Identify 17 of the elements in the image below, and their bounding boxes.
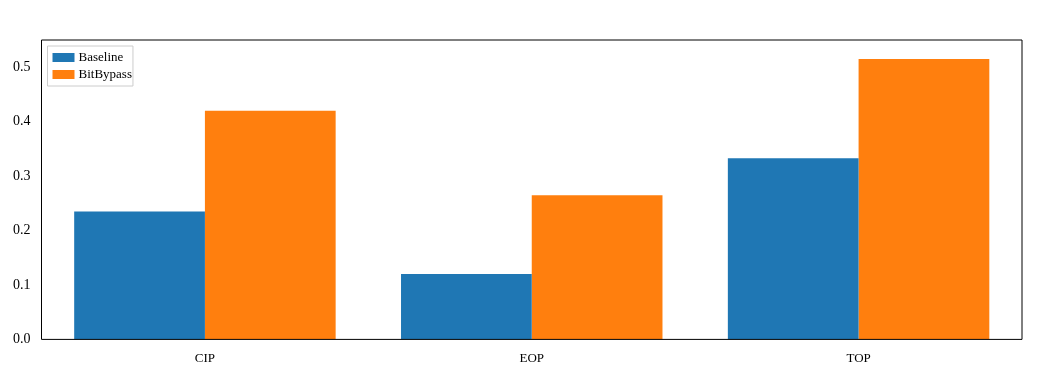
bar xyxy=(858,59,990,340)
y-tick-label: 0.4 xyxy=(13,113,31,129)
legend-label: Baseline xyxy=(78,49,124,65)
bar xyxy=(401,274,532,340)
bar xyxy=(727,158,859,340)
y-tick-label: 0.2 xyxy=(13,222,31,238)
x-tick-label: TOP xyxy=(846,349,871,365)
bar xyxy=(204,110,336,340)
bar xyxy=(531,195,663,340)
legend-label: BitBypass xyxy=(78,66,132,82)
x-tick-label: CIP xyxy=(194,349,216,365)
y-tick-label: 0.0 xyxy=(13,331,31,347)
y-tick-label: 0.3 xyxy=(13,167,31,183)
bar xyxy=(74,211,205,340)
x-tick-label: EOP xyxy=(519,349,545,365)
y-tick-label: 0.1 xyxy=(13,276,31,292)
y-tick-label: 0.5 xyxy=(13,58,31,74)
